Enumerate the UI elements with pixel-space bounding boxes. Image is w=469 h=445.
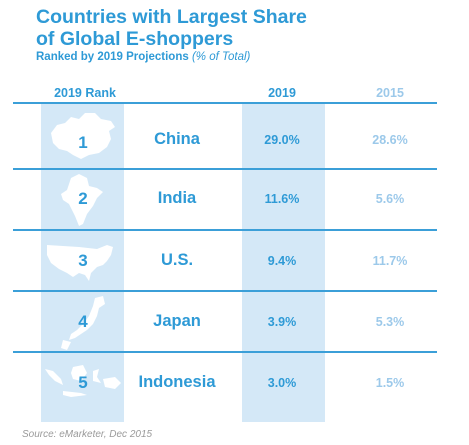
header-rank: 2019 Rank bbox=[54, 86, 116, 100]
share-2019: 9.4% bbox=[267, 254, 297, 268]
rank-number: 2 bbox=[78, 189, 88, 208]
country-name: Indonesia bbox=[138, 373, 216, 391]
subtitle-unit: (% of Total) bbox=[191, 51, 251, 63]
share-2019: 29.0% bbox=[264, 133, 300, 147]
india-map-icon bbox=[61, 174, 103, 226]
year-2019-column-band bbox=[242, 102, 325, 422]
row-divider bbox=[13, 351, 437, 353]
chart-subtitle: Ranked by 2019 Projections (% of Total) bbox=[36, 51, 250, 63]
row-divider bbox=[13, 229, 437, 231]
table-row: 1 China 29.0% 28.6% bbox=[0, 107, 469, 168]
share-2019: 3.0% bbox=[267, 376, 297, 390]
source-note: Source: eMarketer, Dec 2015 bbox=[22, 429, 153, 440]
rank-number: 3 bbox=[78, 251, 88, 270]
japan-map-icon bbox=[61, 296, 105, 350]
header-2015: 2015 bbox=[376, 86, 404, 100]
share-2015: 1.5% bbox=[375, 376, 405, 390]
rank-number: 1 bbox=[78, 133, 88, 152]
header-2019: 2019 bbox=[268, 86, 296, 100]
row-divider bbox=[13, 290, 437, 292]
table-row: 3 U.S. 9.4% 11.7% bbox=[0, 231, 469, 292]
share-2015: 11.7% bbox=[372, 254, 408, 268]
row-divider bbox=[13, 168, 437, 170]
share-2019: 3.9% bbox=[267, 315, 297, 329]
title-line-1: Countries with Largest Share bbox=[36, 6, 307, 28]
share-2015: 5.3% bbox=[375, 315, 405, 329]
share-2019: 11.6% bbox=[264, 192, 300, 206]
table-row: 5 Indonesia 3.0% 1.5% bbox=[0, 353, 469, 414]
share-2015: 5.6% bbox=[375, 192, 405, 206]
indonesia-map-icon bbox=[45, 365, 121, 397]
country-name: China bbox=[154, 130, 200, 148]
table-top-rule bbox=[13, 102, 437, 104]
share-2015: 28.6% bbox=[372, 133, 408, 147]
rank-number: 4 bbox=[78, 312, 88, 331]
country-name: India bbox=[157, 189, 197, 207]
china-map-icon bbox=[51, 113, 115, 159]
table-row: 2 India 11.6% 5.6% bbox=[0, 170, 469, 231]
country-name: Japan bbox=[153, 312, 201, 330]
rank-number: 5 bbox=[78, 373, 88, 392]
subtitle-text: Ranked by 2019 Projections bbox=[36, 51, 189, 63]
title-line-2: of Global E-shoppers bbox=[36, 28, 234, 50]
chart-title: Countries with Largest Share of Global E… bbox=[36, 6, 456, 50]
usa-map-icon bbox=[47, 245, 113, 281]
table-row: 4 Japan 3.9% 5.3% bbox=[0, 292, 469, 353]
country-name: U.S. bbox=[160, 251, 194, 269]
